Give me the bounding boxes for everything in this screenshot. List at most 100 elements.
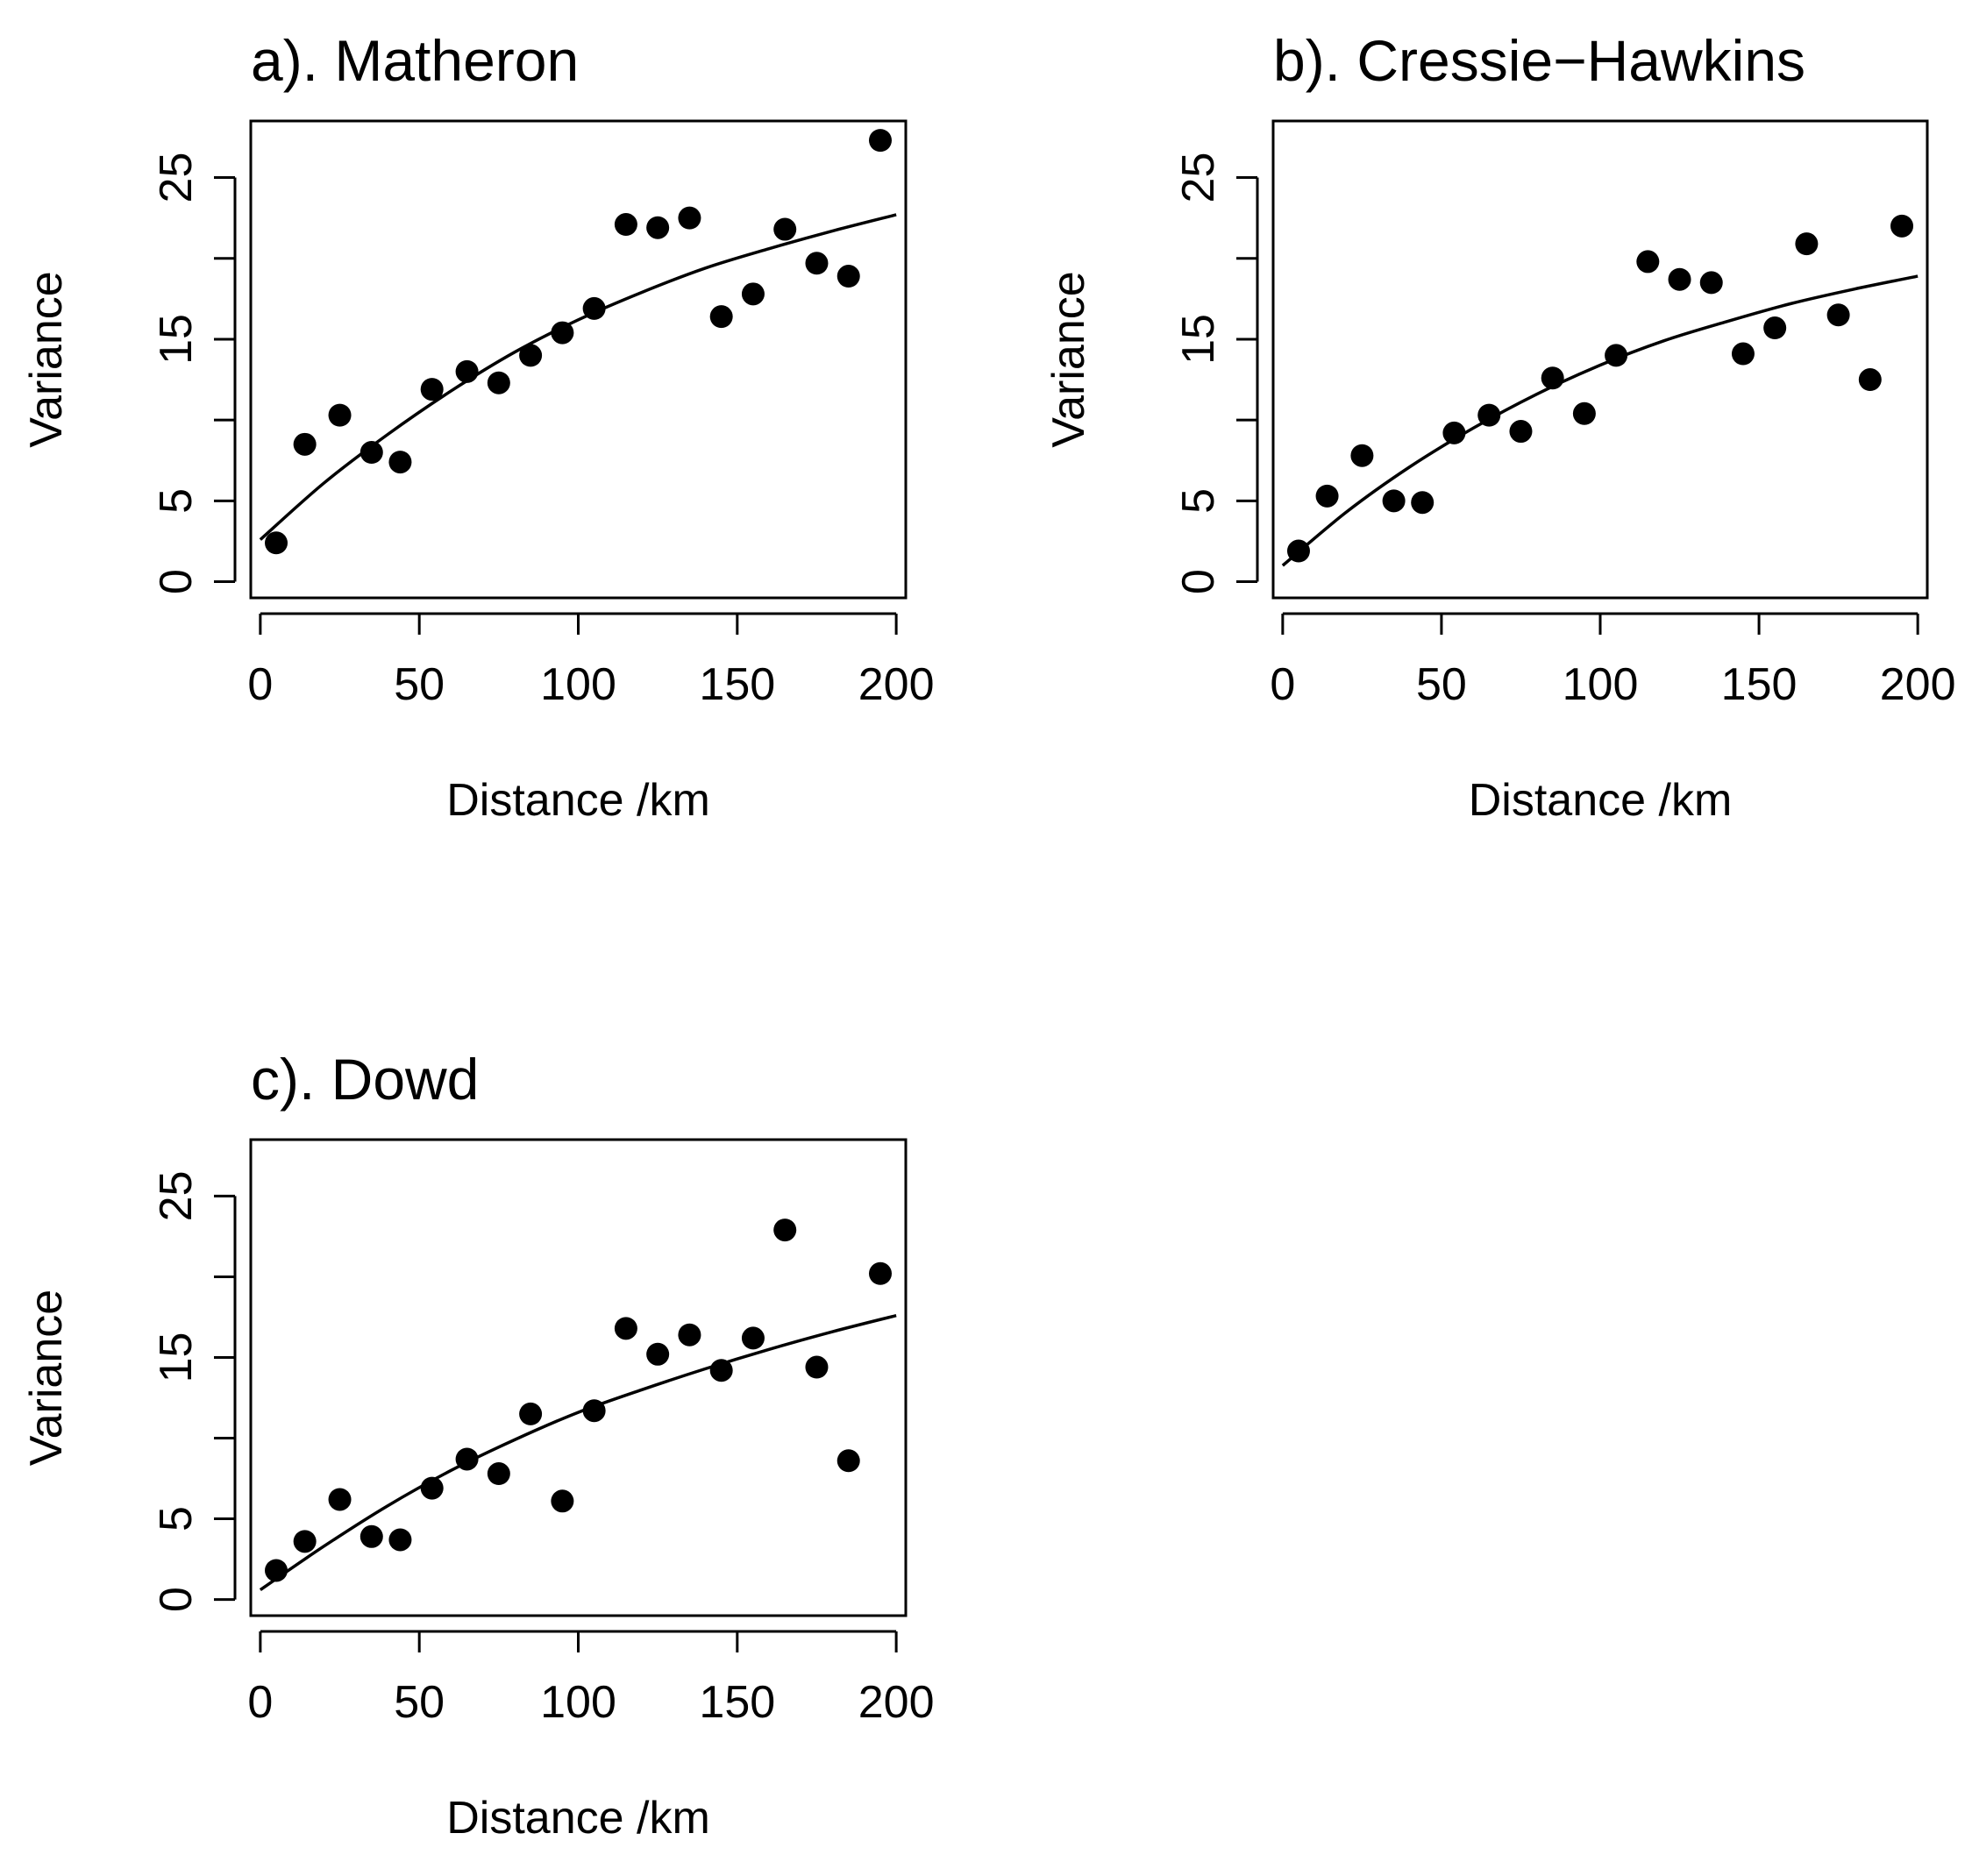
- data-point: [1382, 489, 1406, 513]
- data-point: [646, 216, 670, 239]
- panel-title: c). Dowd: [251, 1047, 479, 1112]
- data-point: [487, 1462, 510, 1486]
- data-point: [487, 371, 510, 394]
- x-tick-label: 200: [1880, 659, 1956, 710]
- data-point: [1477, 403, 1501, 427]
- data-point: [551, 1489, 574, 1513]
- data-point: [519, 1402, 543, 1425]
- data-point: [773, 1219, 797, 1242]
- data-point: [709, 1359, 733, 1382]
- data-point: [1572, 401, 1596, 425]
- x-tick-label: 100: [540, 1677, 616, 1728]
- data-point: [805, 1355, 829, 1379]
- data-point: [1350, 444, 1374, 467]
- data-point: [551, 321, 574, 345]
- data-point: [1636, 250, 1660, 274]
- x-tick-label: 50: [394, 659, 445, 710]
- data-point: [388, 1528, 412, 1552]
- data-point: [678, 1323, 701, 1347]
- y-tick-label: 5: [151, 1506, 202, 1531]
- x-axis-title: Distance /km: [446, 1793, 710, 1844]
- y-axis-title: Variance: [1043, 271, 1094, 447]
- panel-title: a). Matheron: [251, 28, 579, 93]
- data-point: [1668, 267, 1691, 291]
- y-tick-label: 25: [151, 153, 202, 203]
- y-tick-label: 15: [151, 1332, 202, 1383]
- y-tick-label: 5: [151, 488, 202, 514]
- y-tick-label: 15: [1173, 314, 1224, 365]
- data-point: [519, 344, 543, 367]
- plot-frame: [1271, 119, 1929, 600]
- data-point: [741, 282, 765, 306]
- data-point: [1699, 271, 1723, 295]
- data-point: [455, 1447, 479, 1471]
- data-point: [709, 305, 733, 329]
- panel-title: b). Cressie−Hawkins: [1273, 28, 1805, 93]
- data-point: [836, 1449, 860, 1473]
- data-point: [455, 359, 479, 383]
- data-point: [836, 265, 860, 288]
- data-point: [1826, 303, 1850, 327]
- data-point: [1795, 232, 1819, 256]
- data-point: [293, 432, 317, 456]
- data-point: [646, 1342, 670, 1366]
- data-point: [1541, 366, 1564, 390]
- data-point: [265, 531, 288, 555]
- fit-curve: [259, 1313, 897, 1591]
- x-tick-label: 50: [394, 1677, 445, 1728]
- plot-frame: [249, 1138, 908, 1617]
- x-tick-label: 200: [858, 659, 935, 710]
- data-point: [1286, 539, 1310, 563]
- x-tick-label: 150: [1721, 659, 1798, 710]
- data-point: [265, 1559, 288, 1582]
- y-tick-label: 25: [1173, 153, 1224, 203]
- data-point: [1890, 214, 1914, 238]
- y-axis-title: Variance: [21, 1290, 72, 1466]
- data-point: [868, 1261, 892, 1285]
- x-tick-label: 150: [699, 1677, 775, 1728]
- x-tick-label: 0: [247, 659, 273, 710]
- y-tick-label: 25: [151, 1171, 202, 1222]
- x-tick-label: 0: [247, 1677, 273, 1728]
- data-point: [328, 1488, 352, 1511]
- panel-1: a). Matheron 0 50 100 150 200 0 5 15 25 Distance /…: [21, 28, 935, 826]
- data-point: [388, 451, 412, 474]
- data-point: [582, 1399, 606, 1423]
- data-point: [614, 1317, 637, 1340]
- data-point: [1442, 421, 1466, 444]
- data-point: [1411, 491, 1435, 515]
- data-point: [1858, 368, 1882, 392]
- data-point: [582, 296, 606, 320]
- y-tick-label: 5: [1173, 488, 1224, 514]
- data-point: [420, 378, 444, 401]
- data-point: [1731, 342, 1755, 366]
- data-point: [328, 403, 352, 427]
- data-point: [614, 213, 637, 237]
- data-point: [678, 206, 701, 230]
- data-point: [360, 1524, 383, 1548]
- x-tick-label: 100: [1563, 659, 1639, 710]
- x-tick-label: 150: [699, 659, 775, 710]
- data-point: [1763, 316, 1787, 340]
- data-point: [293, 1530, 317, 1553]
- panel-3: c). Dowd 0 50 100 150 200 0 5 15 25 Distance /km Va…: [21, 1047, 935, 1844]
- y-tick-label: 15: [151, 314, 202, 365]
- data-point: [360, 441, 383, 465]
- y-tick-label: 0: [151, 1587, 202, 1612]
- data-point: [868, 129, 892, 153]
- data-point: [420, 1476, 444, 1500]
- data-point: [1315, 484, 1339, 508]
- y-tick-label: 0: [1173, 569, 1224, 594]
- plot-frame: [249, 119, 908, 600]
- y-tick-label: 0: [151, 569, 202, 594]
- x-tick-label: 200: [858, 1677, 935, 1728]
- x-tick-label: 50: [1416, 659, 1467, 710]
- panel-2: b). Cressie−Hawkins 0 50 100 150 200 0 5 15 25 Dis…: [1043, 28, 1956, 826]
- x-axis-title: Distance /km: [1469, 775, 1733, 826]
- x-axis-title: Distance /km: [446, 775, 710, 826]
- data-point: [1605, 344, 1628, 367]
- data-point: [773, 217, 797, 241]
- fit-curve: [259, 213, 897, 541]
- data-point: [741, 1326, 765, 1350]
